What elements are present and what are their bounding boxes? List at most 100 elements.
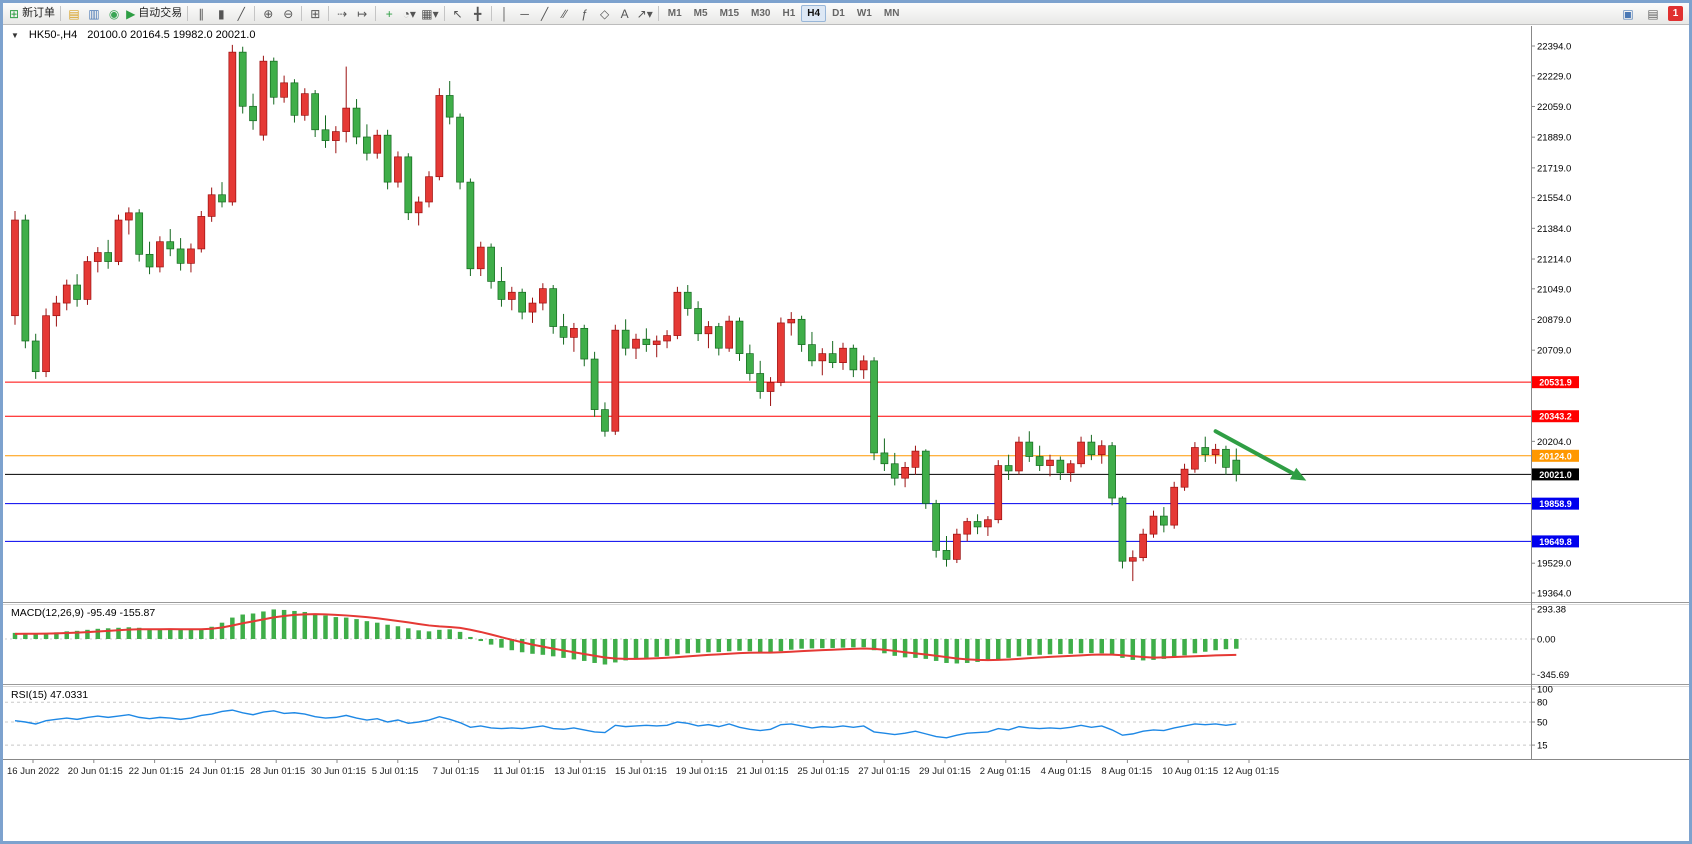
line-chart-type-button[interactable]: ╱ — [231, 5, 251, 23]
candle — [280, 75, 288, 103]
chart-header: ▼ HK50-,H4 20100.0 20164.5 19982.0 20021… — [11, 29, 255, 41]
timeframe-m30-button[interactable]: M30 — [751, 8, 771, 19]
trendline-button[interactable]: ╱ — [535, 5, 555, 23]
chart-profiles-icon: ▤ — [68, 6, 80, 21]
price-axis[interactable]: 22394.0 22229.0 22059.0 21889.0 21719.0 21554… — [1531, 26, 1579, 759]
svg-text:19649.8: 19649.8 — [1539, 537, 1572, 547]
notification-badge[interactable]: 1 — [1668, 6, 1683, 21]
fibonacci-button[interactable]: ƒ — [575, 5, 595, 23]
toolbar-separator — [254, 6, 256, 21]
timeframe-m5-button[interactable]: M5 — [693, 8, 708, 19]
horizontal-line-button[interactable]: ─ — [515, 5, 535, 23]
cursor-button[interactable]: ↖ — [448, 5, 468, 23]
zoom-out-button[interactable]: ⊖ — [278, 5, 298, 23]
candle — [352, 99, 361, 145]
svg-text:21 Jul 01:15: 21 Jul 01:15 — [737, 766, 789, 777]
horizontal-level-lines[interactable] — [5, 381, 1531, 542]
chart-area[interactable]: 22394.0 22229.0 22059.0 21889.0 21719.0 21554… — [3, 26, 1689, 841]
svg-text:19858.9: 19858.9 — [1539, 499, 1572, 509]
candle — [218, 182, 226, 208]
bar-chart-type-icon: ∥ — [198, 6, 205, 21]
timeframe-w1-button[interactable]: W1 — [856, 8, 872, 19]
candle — [735, 317, 744, 361]
new-order-button[interactable]: ⊞ 新订单 — [7, 5, 57, 23]
chat-button[interactable]: ▣ — [1618, 5, 1638, 23]
svg-text:100: 100 — [1537, 685, 1553, 696]
fibonacci-icon: ƒ — [581, 6, 589, 21]
candle — [890, 452, 899, 486]
candle — [1159, 507, 1168, 533]
indicators-button[interactable]: + — [379, 5, 399, 23]
text-button[interactable]: A — [615, 5, 635, 23]
chart-canvas[interactable]: 22394.0 22229.0 22059.0 21889.0 21719.0 21554… — [3, 26, 1689, 841]
trendline-icon: ╱ — [541, 6, 549, 21]
svg-text:50: 50 — [1537, 718, 1548, 729]
candle — [828, 340, 837, 369]
channel-button[interactable]: ∕∕ — [555, 5, 575, 23]
timeframe-h1-button[interactable]: H1 — [782, 8, 796, 19]
candle — [269, 57, 278, 105]
news-button[interactable]: ▤ — [1643, 5, 1663, 23]
candle — [1015, 436, 1023, 475]
chart-shift-button[interactable]: ↦ — [352, 5, 372, 23]
candle — [104, 239, 113, 269]
arrow-object[interactable] — [1213, 429, 1307, 481]
candlestick-chart-type-button[interactable]: ▮ — [211, 5, 231, 23]
candle — [694, 301, 702, 341]
candle — [1222, 445, 1230, 475]
candle — [342, 66, 351, 143]
candle — [704, 321, 713, 349]
templates-button[interactable]: ▦▾ — [419, 5, 440, 23]
one-click-trading-toggle[interactable]: ▼ — [11, 30, 19, 40]
price-tag: 19858.9 — [1532, 497, 1579, 510]
svg-text:19364.0: 19364.0 — [1537, 589, 1571, 600]
svg-text:20343.2: 20343.2 — [1539, 412, 1572, 422]
indicators-icon: + — [385, 6, 393, 21]
svg-text:28 Jun 01:15: 28 Jun 01:15 — [250, 766, 305, 777]
candle — [973, 514, 982, 535]
price-tag: 20021.0 — [1532, 468, 1579, 481]
candle — [52, 295, 61, 327]
timeframe-h4-button[interactable]: H4 — [801, 5, 827, 22]
candle — [445, 81, 454, 125]
navigator-button[interactable]: ◉ — [104, 5, 124, 23]
market-watch-button[interactable]: ▥ — [84, 5, 104, 23]
chart-profiles-button[interactable]: ▤ — [64, 5, 84, 23]
svg-text:10 Aug 01:15: 10 Aug 01:15 — [1162, 766, 1218, 777]
timeframe-mn-button[interactable]: MN — [883, 8, 900, 19]
auto-scroll-button[interactable]: ⇢ — [332, 5, 352, 23]
periods-button[interactable]: ◔▾ — [399, 5, 419, 23]
zoom-in-button[interactable]: ⊕ — [258, 5, 278, 23]
svg-text:21214.0: 21214.0 — [1537, 255, 1571, 266]
candle — [1056, 456, 1065, 480]
tile-windows-button[interactable]: ⊞ — [305, 5, 325, 23]
timeframe-m1-button[interactable]: M1 — [667, 8, 682, 19]
crosshair-button[interactable]: ╋ — [468, 5, 488, 23]
timeframe-m15-button[interactable]: M15 — [719, 8, 740, 19]
vertical-line-button[interactable]: │ — [495, 5, 515, 23]
macd-histogram — [12, 609, 1239, 665]
candle — [373, 129, 382, 159]
candle — [300, 88, 309, 121]
candle — [435, 88, 444, 181]
macd-indicator — [5, 609, 1531, 665]
time-axis[interactable]: 16 Jun 2022 20 Jun 01:15 22 Jun 01:15 24 Ju… — [3, 759, 1689, 777]
bar-chart-type-button[interactable]: ∥ — [191, 5, 211, 23]
shapes-button[interactable]: ◇ — [595, 5, 615, 23]
timeframe-d1-button[interactable]: D1 — [832, 8, 845, 19]
candle — [1180, 463, 1189, 491]
auto-trading-button[interactable]: ▶ 自动交易 — [124, 5, 184, 23]
candle — [632, 333, 640, 360]
candle — [363, 124, 371, 161]
auto-scroll-icon: ⇢ — [337, 6, 348, 21]
svg-text:20 Jun 01:15: 20 Jun 01:15 — [68, 766, 123, 777]
svg-text:4 Aug 01:15: 4 Aug 01:15 — [1041, 766, 1092, 777]
svg-text:27 Jul 01:15: 27 Jul 01:15 — [858, 766, 910, 777]
svg-text:22 Jun 01:15: 22 Jun 01:15 — [129, 766, 184, 777]
candle — [797, 315, 806, 352]
candle — [332, 126, 340, 154]
svg-text:19529.0: 19529.0 — [1537, 559, 1571, 570]
candle — [683, 285, 692, 316]
zoom-out-icon: ⊖ — [283, 6, 294, 21]
arrow-tools-button[interactable]: ↗▾ — [635, 5, 655, 23]
